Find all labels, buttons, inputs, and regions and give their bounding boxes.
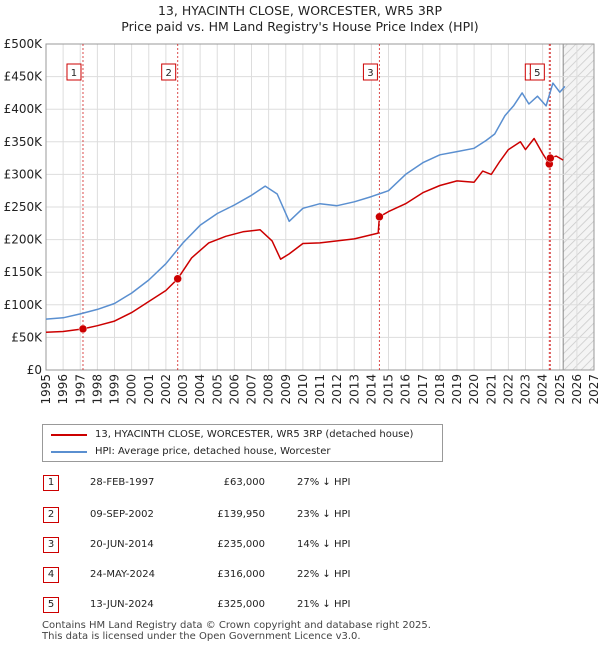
sale-price: £139,950: [217, 509, 265, 520]
sale-row: 5 13-JUN-2024 £325,000 21% ↓ HPI: [42, 596, 442, 614]
x-tick-label: 2007: [245, 374, 259, 405]
x-tick-label: 2000: [125, 374, 139, 405]
sale-row: 1 28-FEB-1997 £63,000 27% ↓ HPI: [42, 474, 442, 492]
sale-point: [173, 274, 182, 284]
sale-label-box: [66, 63, 82, 81]
sale-number-badge: 3: [43, 537, 59, 553]
sale-point: [375, 212, 384, 222]
y-tick-label: £150K: [4, 265, 44, 279]
sale-price: £325,000: [217, 599, 265, 610]
x-tick-label: 2017: [416, 374, 430, 405]
y-tick-label: £100K: [4, 298, 44, 312]
x-tick-label: 2002: [159, 374, 173, 405]
x-tick-label: 2008: [262, 374, 276, 405]
legend-label-hpi: HPI: Average price, detached house, Worc…: [95, 446, 331, 457]
y-tick-label: £450K: [4, 70, 44, 84]
sale-hpi-diff: 21% ↓ HPI: [297, 599, 351, 610]
legend-swatch-hpi: [51, 451, 87, 453]
sale-date: 20-JUN-2014: [90, 539, 154, 550]
sale-number-badge: 1: [43, 475, 59, 491]
footer-license: This data is licensed under the Open Gov…: [42, 631, 361, 642]
sale-row: 2 09-SEP-2002 £139,950 23% ↓ HPI: [42, 506, 442, 524]
x-tick-label: 1998: [90, 374, 104, 405]
sale-label-number: 5: [534, 68, 540, 79]
sale-label-number: 2: [166, 68, 172, 79]
y-tick-label: £500K: [4, 37, 44, 51]
x-tick-label: 2009: [279, 374, 293, 405]
y-tick-label: £400K: [4, 102, 44, 116]
x-tick-label: 2011: [313, 374, 327, 405]
sale-date: 13-JUN-2024: [90, 599, 154, 610]
x-tick-label: 2020: [467, 374, 481, 405]
x-tick-label: 2010: [296, 374, 310, 405]
y-tick-label: £0: [27, 363, 42, 377]
sale-number-badge: 5: [43, 597, 59, 613]
sale-hpi-diff: 27% ↓ HPI: [297, 477, 351, 488]
sale-row: 3 20-JUN-2014 £235,000 14% ↓ HPI: [42, 536, 442, 554]
hpi-series-line: [45, 82, 566, 320]
x-tick-label: 1995: [39, 374, 53, 405]
y-tick-label: £200K: [4, 233, 44, 247]
sale-date: 28-FEB-1997: [90, 477, 155, 488]
sale-hpi-diff: 23% ↓ HPI: [297, 509, 351, 520]
plot-border: [45, 43, 595, 371]
sale-point: [546, 153, 555, 163]
x-tick-label: 2006: [227, 374, 241, 405]
legend-label-property: 13, HYACINTH CLOSE, WORCESTER, WR5 3RP (…: [95, 429, 414, 440]
footer: Contains HM Land Registry data © Crown c…: [42, 620, 431, 642]
sale-number-badge: 4: [43, 567, 59, 583]
x-tick-label: 2027: [587, 374, 600, 405]
x-tick-label: 2014: [364, 374, 378, 405]
sale-date: 24-MAY-2024: [90, 569, 156, 580]
property-series-line: [45, 137, 564, 333]
sale-date: 09-SEP-2002: [90, 509, 154, 520]
sale-label-number: 3: [367, 68, 373, 79]
sale-label-box: [161, 63, 177, 81]
x-tick-label: 2001: [142, 374, 156, 405]
sale-row: 4 24-MAY-2024 £316,000 22% ↓ HPI: [42, 566, 442, 584]
sale-number-badge: 2: [43, 507, 59, 523]
x-tick-label: 2016: [399, 374, 413, 405]
sale-hpi-diff: 22% ↓ HPI: [297, 569, 351, 580]
sale-price: £235,000: [217, 539, 265, 550]
x-tick-label: 1997: [73, 374, 87, 405]
chart-subtitle: Price paid vs. HM Land Registry's House …: [121, 19, 478, 34]
x-tick-label: 1996: [56, 374, 70, 405]
x-tick-label: 2018: [433, 374, 447, 405]
sale-hpi-diff: 14% ↓ HPI: [297, 539, 351, 550]
y-tick-label: £350K: [4, 135, 44, 149]
x-tick-label: 2019: [450, 374, 464, 405]
y-tick-label: £250K: [4, 200, 44, 214]
x-tick-label: 2022: [501, 374, 515, 405]
sale-point: [78, 324, 88, 334]
y-tick-label: £50K: [11, 330, 43, 344]
legend-swatch-property: [51, 434, 87, 436]
chart-title: 13, HYACINTH CLOSE, WORCESTER, WR5 3RP: [158, 3, 442, 18]
x-tick-label: 2005: [210, 374, 224, 405]
x-tick-label: 1999: [108, 374, 122, 405]
sale-label-box: [529, 63, 545, 81]
sale-price: £63,000: [223, 477, 265, 488]
sale-price: £316,000: [217, 569, 265, 580]
x-tick-label: 2012: [330, 374, 344, 405]
x-tick-label: 2024: [536, 374, 550, 405]
legend: 13, HYACINTH CLOSE, WORCESTER, WR5 3RP (…: [42, 424, 443, 462]
x-tick-label: 2013: [347, 374, 361, 405]
x-tick-label: 2015: [382, 374, 396, 405]
x-tick-label: 2023: [519, 374, 533, 405]
y-tick-label: £300K: [4, 167, 44, 181]
x-tick-label: 2021: [484, 374, 498, 405]
sale-label-box: [362, 63, 378, 81]
x-tick-label: 2026: [570, 374, 584, 405]
price-chart: 13, HYACINTH CLOSE, WORCESTER, WR5 3RP P…: [4, 3, 600, 405]
footer-copyright: Contains HM Land Registry data © Crown c…: [42, 620, 431, 631]
x-tick-label: 2025: [553, 374, 567, 405]
x-tick-label: 2003: [176, 374, 190, 405]
x-tick-label: 2004: [193, 374, 207, 405]
sale-label-number: 1: [71, 68, 77, 79]
